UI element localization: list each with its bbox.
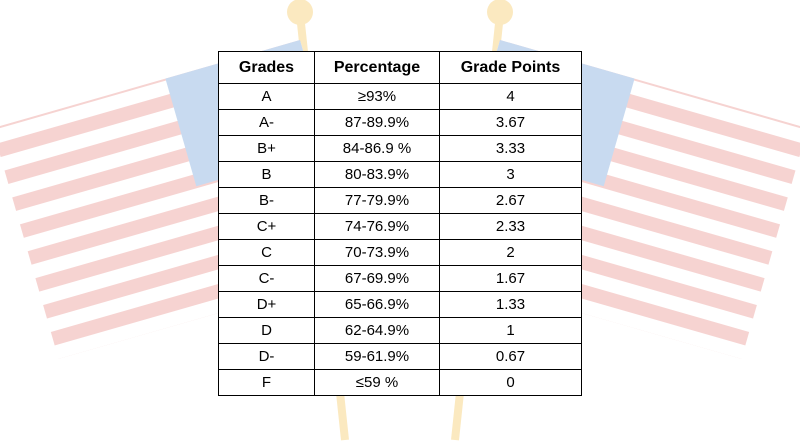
cell-percentage: ≤59 %: [314, 369, 440, 396]
cell-grade: C: [218, 239, 315, 266]
table-header-row: Grades Percentage Grade Points: [218, 51, 582, 84]
cell-percentage: 65-66.9%: [314, 291, 440, 318]
cell-grade-points: 3.33: [439, 135, 582, 162]
cell-grade-points: 0.67: [439, 343, 582, 370]
cell-percentage: 80-83.9%: [314, 161, 440, 188]
table-row: B 80-83.9% 3: [218, 161, 582, 188]
cell-grade: B+: [218, 135, 315, 162]
table-row: B+ 84-86.9 % 3.33: [218, 135, 582, 162]
header-grades: Grades: [218, 51, 315, 84]
cell-grade-points: 2: [439, 239, 582, 266]
cell-grade: D: [218, 317, 315, 344]
cell-percentage: ≥93%: [314, 83, 440, 110]
table-row: D+ 65-66.9% 1.33: [218, 291, 582, 318]
cell-grade: C+: [218, 213, 315, 240]
cell-percentage: 87-89.9%: [314, 109, 440, 136]
cell-grade-points: 1.33: [439, 291, 582, 318]
cell-grade: C-: [218, 265, 315, 292]
cell-grade-points: 2.33: [439, 213, 582, 240]
table-row: D- 59-61.9% 0.67: [218, 343, 582, 370]
cell-percentage: 62-64.9%: [314, 317, 440, 344]
cell-grade-points: 1.67: [439, 265, 582, 292]
cell-grade: B: [218, 161, 315, 188]
cell-grade-points: 3: [439, 161, 582, 188]
cell-percentage: 67-69.9%: [314, 265, 440, 292]
cell-grade-points: 4: [439, 83, 582, 110]
cell-percentage: 59-61.9%: [314, 343, 440, 370]
table-row: A ≥93% 4: [218, 83, 582, 110]
table-row: A- 87-89.9% 3.67: [218, 109, 582, 136]
table-row: F ≤59 % 0: [218, 369, 582, 396]
cell-percentage: 74-76.9%: [314, 213, 440, 240]
cell-grade: A: [218, 83, 315, 110]
cell-grade-points: 3.67: [439, 109, 582, 136]
cell-grade: D-: [218, 343, 315, 370]
cell-grade-points: 2.67: [439, 187, 582, 214]
cell-percentage: 84-86.9 %: [314, 135, 440, 162]
cell-grade-points: 0: [439, 369, 582, 396]
cell-grade: D+: [218, 291, 315, 318]
table-row: D 62-64.9% 1: [218, 317, 582, 344]
cell-grade: A-: [218, 109, 315, 136]
header-percentage: Percentage: [314, 51, 440, 84]
table-row: C- 67-69.9% 1.67: [218, 265, 582, 292]
cell-percentage: 70-73.9%: [314, 239, 440, 266]
cell-grade: B-: [218, 187, 315, 214]
grade-scale-table: Grades Percentage Grade Points A ≥93% 4 …: [218, 51, 582, 396]
table-row: C 70-73.9% 2: [218, 239, 582, 266]
cell-grade: F: [218, 369, 315, 396]
cell-grade-points: 1: [439, 317, 582, 344]
table-row: B- 77-79.9% 2.67: [218, 187, 582, 214]
cell-percentage: 77-79.9%: [314, 187, 440, 214]
header-grade-points: Grade Points: [439, 51, 582, 84]
table-row: C+ 74-76.9% 2.33: [218, 213, 582, 240]
